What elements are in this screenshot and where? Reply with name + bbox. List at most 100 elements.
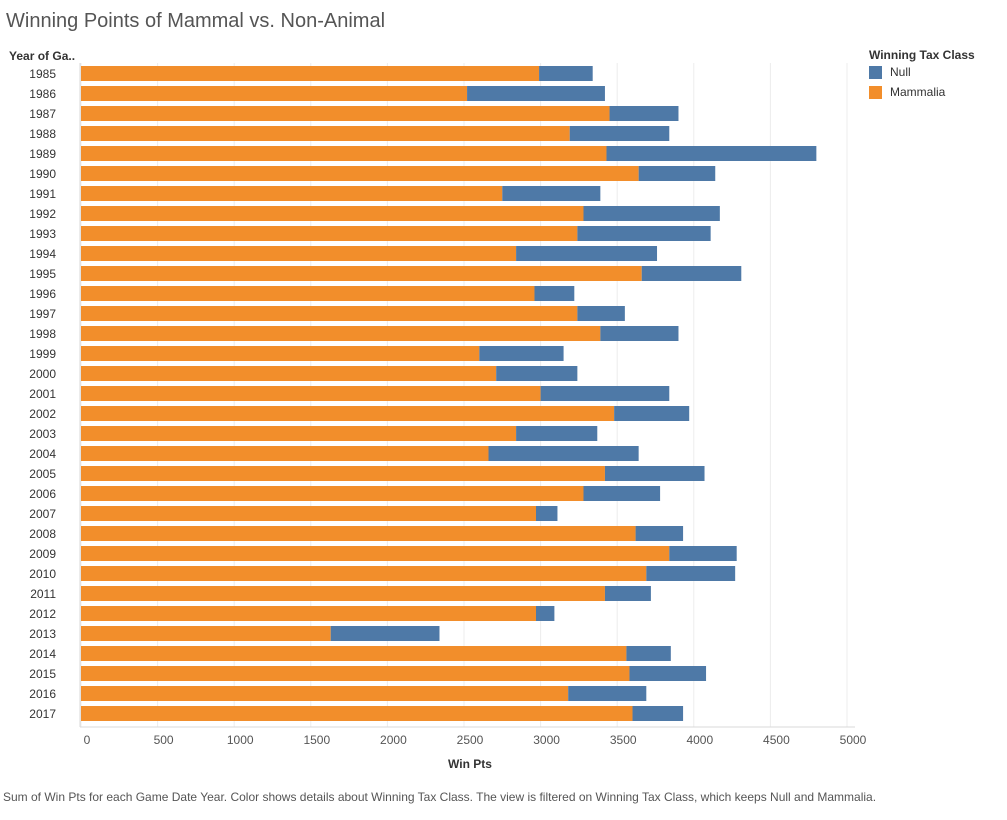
y-tick-label: 1995 bbox=[29, 267, 56, 281]
y-tick-label: 2016 bbox=[29, 687, 56, 701]
caption: Sum of Win Pts for each Game Date Year. … bbox=[3, 790, 877, 804]
y-tick-label: 1998 bbox=[29, 327, 56, 341]
bar-null bbox=[600, 326, 679, 341]
bar-mammalia bbox=[81, 466, 605, 481]
bar-null bbox=[330, 626, 440, 641]
legend-title: Winning Tax Class bbox=[869, 48, 975, 62]
bar-null bbox=[629, 666, 707, 681]
x-tick-label: 3500 bbox=[610, 733, 637, 747]
y-tick-label: 2012 bbox=[29, 607, 56, 621]
x-tick-label: 1000 bbox=[227, 733, 254, 747]
bar-mammalia bbox=[81, 406, 615, 421]
bar-mammalia bbox=[81, 226, 578, 241]
legend-item-null[interactable]: Null bbox=[869, 62, 975, 82]
y-tick-label: 2006 bbox=[29, 487, 56, 501]
y-tick-label: 1992 bbox=[29, 207, 56, 221]
bar-null bbox=[609, 106, 679, 121]
bar-null bbox=[577, 226, 711, 241]
bar-null bbox=[606, 146, 817, 161]
y-tick-label: 2005 bbox=[29, 467, 56, 481]
y-tick-label: 1988 bbox=[29, 127, 56, 141]
x-tick-label: 0 bbox=[84, 733, 91, 747]
bar-null bbox=[568, 686, 647, 701]
bar-null bbox=[516, 246, 658, 261]
y-tick-label: 1990 bbox=[29, 167, 56, 181]
legend-item-mammalia[interactable]: Mammalia bbox=[869, 82, 975, 102]
legend[interactable]: Winning Tax Class Null Mammalia bbox=[869, 48, 975, 102]
y-tick-label: 2002 bbox=[29, 407, 56, 421]
bar-null bbox=[583, 206, 720, 221]
bar-mammalia bbox=[81, 266, 642, 281]
bar-mammalia bbox=[81, 186, 503, 201]
y-tick-label: 1996 bbox=[29, 287, 56, 301]
bar-null bbox=[638, 166, 716, 181]
y-tick-label: 1986 bbox=[29, 87, 56, 101]
bar-mammalia bbox=[81, 386, 541, 401]
y-tick-label: 1985 bbox=[29, 67, 56, 81]
bar-null bbox=[534, 286, 575, 301]
row-header: Year of Ga.. bbox=[9, 49, 76, 63]
bar-null bbox=[536, 606, 555, 621]
y-tick-label: 2017 bbox=[29, 707, 56, 721]
bar-null bbox=[632, 706, 684, 721]
bar-mammalia bbox=[81, 366, 497, 381]
bar-mammalia bbox=[81, 586, 605, 601]
x-tick-label: 4500 bbox=[763, 733, 790, 747]
x-tick-label: 2000 bbox=[380, 733, 407, 747]
y-tick-label: 2013 bbox=[29, 627, 56, 641]
bar-null bbox=[604, 586, 651, 601]
bar-mammalia bbox=[81, 546, 670, 561]
y-tick-label: 2004 bbox=[29, 447, 56, 461]
y-tick-label: 2003 bbox=[29, 427, 56, 441]
x-tick-label: 5000 bbox=[840, 733, 867, 747]
bar-mammalia bbox=[81, 306, 578, 321]
x-tick-label: 3000 bbox=[533, 733, 560, 747]
bar-mammalia bbox=[81, 286, 535, 301]
x-tick-label: 500 bbox=[154, 733, 174, 747]
chart-title: Winning Points of Mammal vs. Non-Animal bbox=[6, 10, 386, 32]
legend-label-null: Null bbox=[890, 65, 911, 79]
bar-null bbox=[488, 446, 639, 461]
y-tick-label: 2000 bbox=[29, 367, 56, 381]
bar-null bbox=[646, 566, 736, 581]
bar-mammalia bbox=[81, 326, 601, 341]
bar-mammalia bbox=[81, 526, 636, 541]
x-tick-label: 4000 bbox=[686, 733, 713, 747]
legend-label-mammalia: Mammalia bbox=[890, 85, 946, 99]
bar-null bbox=[635, 526, 684, 541]
x-tick-label: 2500 bbox=[457, 733, 484, 747]
bar-null bbox=[467, 86, 605, 101]
y-tick-label: 2010 bbox=[29, 567, 56, 581]
bar-null bbox=[496, 366, 578, 381]
bar-mammalia bbox=[81, 146, 607, 161]
bar-mammalia bbox=[81, 446, 489, 461]
y-tick-label: 2009 bbox=[29, 547, 56, 561]
bar-mammalia bbox=[81, 706, 633, 721]
bar-mammalia bbox=[81, 86, 468, 101]
bar-mammalia bbox=[81, 426, 517, 441]
bar-null bbox=[539, 66, 593, 81]
y-tick-label: 1993 bbox=[29, 227, 56, 241]
bar-mammalia bbox=[81, 506, 537, 521]
y-tick-label: 2007 bbox=[29, 507, 56, 521]
bar-mammalia bbox=[81, 626, 331, 641]
y-tick-label: 1987 bbox=[29, 107, 56, 121]
bar-null bbox=[669, 546, 737, 561]
bar-mammalia bbox=[81, 206, 584, 221]
bar-mammalia bbox=[81, 66, 540, 81]
y-tick-label: 2011 bbox=[30, 587, 56, 601]
bar-null bbox=[577, 306, 625, 321]
bar-mammalia bbox=[81, 666, 630, 681]
bar-null bbox=[583, 486, 661, 501]
bar-mammalia bbox=[81, 566, 647, 581]
bar-null bbox=[479, 346, 564, 361]
y-tick-label: 1997 bbox=[29, 307, 56, 321]
bar-mammalia bbox=[81, 686, 569, 701]
x-tick-label: 1500 bbox=[303, 733, 330, 747]
bar-mammalia bbox=[81, 246, 517, 261]
bar-null bbox=[502, 186, 601, 201]
y-tick-label: 2008 bbox=[29, 527, 56, 541]
bar-null bbox=[540, 386, 670, 401]
bar-null bbox=[641, 266, 742, 281]
